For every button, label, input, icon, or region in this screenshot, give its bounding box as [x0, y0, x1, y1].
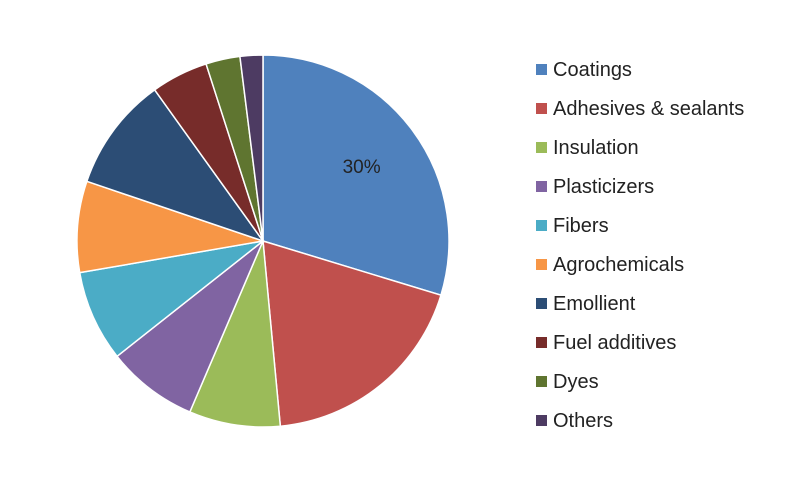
pie-slice-plasticizers [116, 240, 264, 413]
legend-item: Dyes [536, 362, 744, 401]
legend-item: Agrochemicals [536, 245, 744, 284]
pie-slice-insulation [188, 240, 282, 428]
legend-label: Emollient [553, 292, 636, 315]
pie-slice-coatings [262, 54, 450, 297]
legend: Coatings Adhesives & sealants Insulation Pl… [536, 50, 744, 440]
pie-slices [76, 54, 450, 428]
legend-swatch [536, 259, 547, 270]
legend-label: Dyes [553, 370, 599, 393]
legend-swatch [536, 181, 547, 192]
legend-item: Plasticizers [536, 167, 744, 206]
legend-swatch [536, 298, 547, 309]
pie-slice-agrochemicals [76, 180, 264, 274]
legend-label: Agrochemicals [553, 253, 685, 276]
legend-swatch [536, 220, 547, 231]
legend-label: Plasticizers [553, 175, 655, 198]
legend-item: Insulation [536, 128, 744, 167]
data-label-coatings: 30% [343, 157, 381, 178]
pie-slice-others [239, 54, 264, 242]
legend-label: Adhesives & sealants [553, 97, 745, 120]
legend-item: Adhesives & sealants [536, 89, 744, 128]
legend-item: Fibers [536, 206, 744, 245]
pie-slice-adhesives-sealants [262, 239, 442, 428]
legend-item: Coatings [536, 50, 744, 89]
legend-label: Coatings [553, 58, 632, 81]
legend-label: Insulation [553, 136, 639, 159]
legend-swatch [536, 103, 547, 114]
legend-swatch [536, 337, 547, 348]
legend-item: Emollient [536, 284, 744, 323]
legend-swatch [536, 64, 547, 75]
pie-slice-fibers [78, 240, 264, 358]
legend-label: Fuel additives [553, 331, 677, 354]
legend-swatch [536, 142, 547, 153]
legend-swatch [536, 415, 547, 426]
pie-data-labels: 30% [343, 157, 381, 178]
legend-swatch [536, 376, 547, 387]
legend-label: Fibers [553, 214, 609, 237]
legend-item: Others [536, 401, 744, 440]
legend-label: Others [553, 409, 614, 432]
legend-item: Fuel additives [536, 323, 744, 362]
pie-slice-emollient [85, 88, 265, 243]
